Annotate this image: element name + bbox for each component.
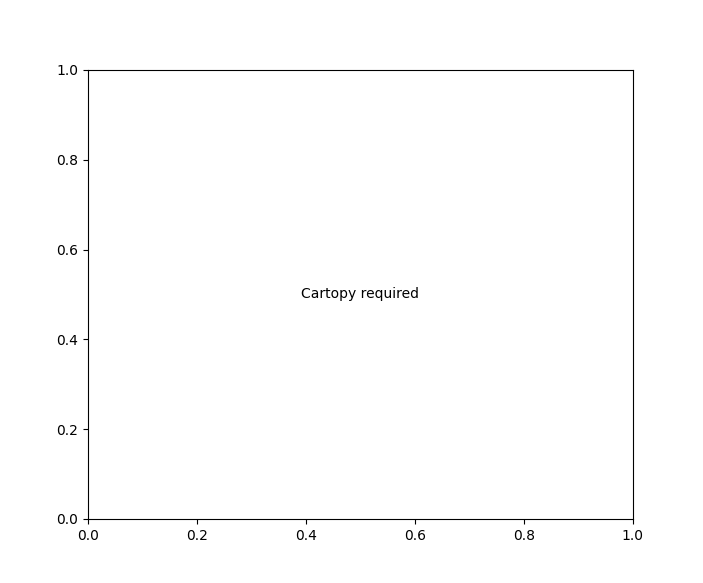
Text: Cartopy required: Cartopy required (302, 287, 419, 301)
